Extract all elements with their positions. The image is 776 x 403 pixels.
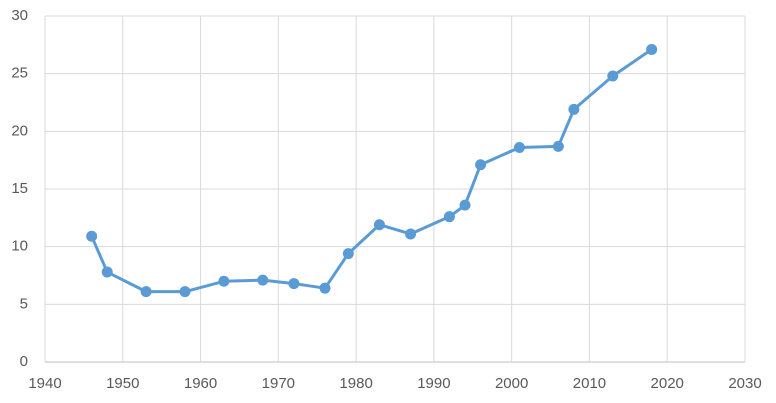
data-point	[552, 140, 564, 152]
y-tick-label: 10	[11, 238, 28, 255]
x-tick-label: 2030	[728, 375, 761, 392]
data-point	[513, 141, 525, 153]
data-point	[568, 103, 580, 115]
data-line	[90, 48, 653, 294]
data-point	[288, 278, 300, 290]
data-point	[319, 282, 331, 294]
data-point	[373, 219, 385, 231]
data-point	[218, 275, 230, 287]
data-point	[140, 286, 152, 298]
data-point	[257, 274, 269, 286]
data-point	[646, 43, 658, 55]
y-tick-label: 15	[11, 180, 28, 197]
y-tick-label: 30	[11, 7, 28, 24]
x-tick-label: 2020	[651, 375, 684, 392]
x-tick-label: 2010	[573, 375, 606, 392]
x-tick-label: 1990	[417, 375, 450, 392]
x-tick-label: 1970	[262, 375, 295, 392]
data-point	[607, 70, 619, 82]
y-tick-label: 20	[11, 122, 28, 139]
data-point	[459, 199, 471, 211]
data-point	[101, 266, 113, 278]
y-tick-label: 0	[20, 353, 28, 370]
data-point	[405, 228, 417, 240]
x-tick-label: 1980	[339, 375, 372, 392]
data-point	[475, 159, 487, 171]
x-tick-label: 2000	[495, 375, 528, 392]
x-tick-label: 1950	[106, 375, 139, 392]
y-tick-label: 25	[11, 65, 28, 82]
x-tick-label: 1960	[184, 375, 217, 392]
data-point	[342, 248, 354, 260]
data-point	[179, 286, 191, 298]
data-point	[443, 211, 455, 223]
data-point	[86, 230, 98, 242]
x-tick-label: 1940	[28, 375, 61, 392]
y-tick-label: 5	[20, 295, 28, 312]
